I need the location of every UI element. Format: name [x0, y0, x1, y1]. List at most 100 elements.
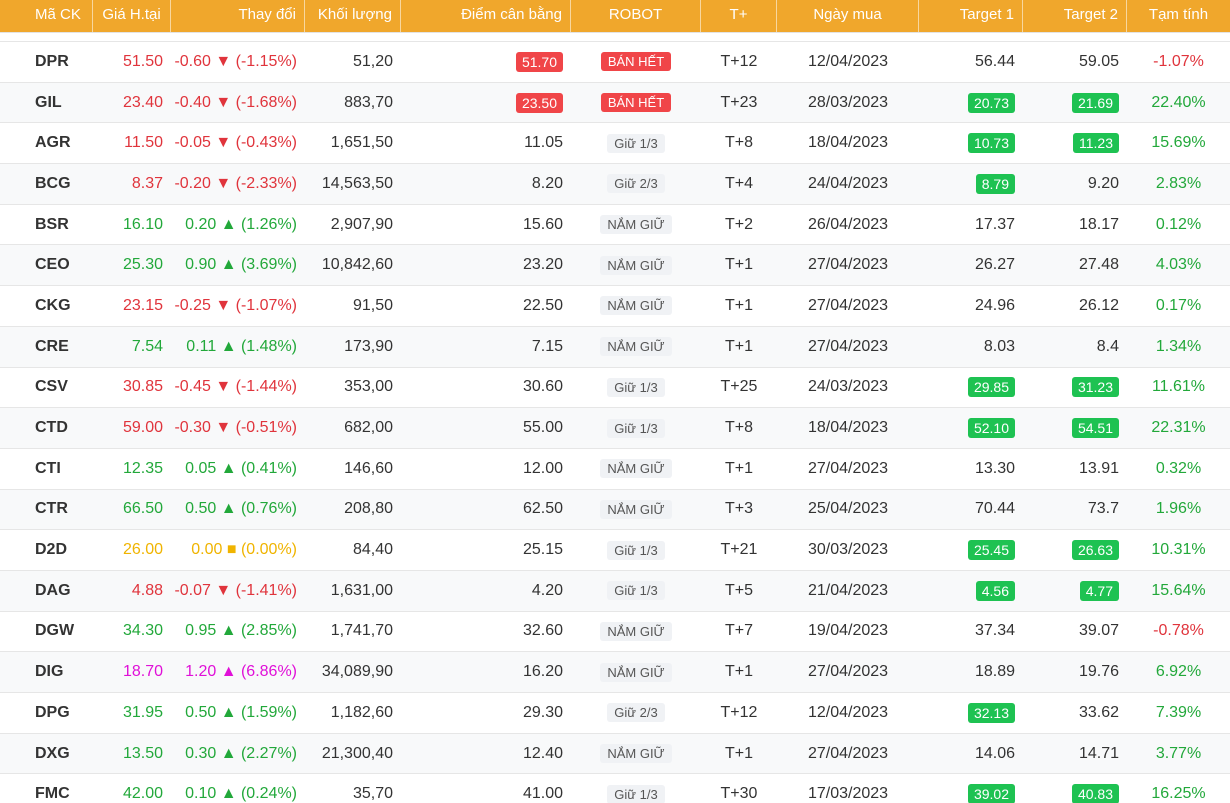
header-price[interactable]: Giá H.tại — [93, 0, 171, 32]
cell-target1: 37.34 — [974, 622, 1015, 640]
cell-temp: 1.34% — [1155, 337, 1202, 355]
cell-target1: 32.13 — [967, 702, 1015, 723]
cell-symbol[interactable]: FMC — [35, 785, 70, 803]
cell-tplus: T+25 — [720, 378, 758, 396]
cell-change: 0.10 ▲ (0.24%) — [185, 785, 297, 803]
header-target1[interactable]: Target 1 — [919, 0, 1023, 32]
table-row[interactable]: D2D 26.00 0.00 ■ (0.00%) 84,40 25.15 Giữ 1/3 T… — [0, 530, 1230, 571]
cell-symbol[interactable]: DPR — [35, 52, 69, 70]
cell-tplus: T+1 — [724, 256, 753, 274]
table-row[interactable]: BCG 8.37 -0.20 ▼ (-2.33%) 14,563,50 8.20 Giữ … — [0, 164, 1230, 205]
cell-volume: 14,563,50 — [321, 174, 393, 192]
cell-volume: 1,182,60 — [330, 703, 393, 721]
table-row[interactable]: FMC 42.00 0.10 ▲ (0.24%) 35,70 41.00 Giữ 1/3 T… — [0, 774, 1230, 803]
cell-target1: 52.10 — [967, 418, 1015, 439]
table-row[interactable]: DPR 51.50 -0.60 ▼ (-1.15%) 51,20 51.70 BÁN HẾ… — [0, 42, 1230, 83]
cell-temp: 15.69% — [1151, 134, 1206, 152]
table-row[interactable]: CEO 25.30 0.90 ▲ (3.69%) 10,842,60 23.20 NẮM … — [0, 245, 1230, 287]
robot-signal-badge: Giữ 2/3 — [607, 174, 665, 194]
table-row[interactable]: AGR 11.50 -0.05 ▼ (-0.43%) 1,651,50 11.05 Giữ… — [0, 123, 1230, 165]
header-buy-date[interactable]: Ngày mua — [777, 0, 919, 32]
robot-signal-badge: Giữ 1/3 — [607, 377, 665, 397]
cell-tplus: T+1 — [724, 744, 753, 762]
table-row[interactable]: CKG 23.15 -0.25 ▼ (-1.07%) 91,50 22.50 NẮM GI… — [0, 286, 1230, 327]
cell-symbol[interactable]: DPG — [35, 703, 70, 721]
header-temp[interactable]: Tạm tính — [1148, 6, 1209, 23]
robot-signal-badge: NẮM GIỮ — [600, 662, 672, 682]
table-row[interactable]: DAG 4.88 -0.07 ▼ (-1.41%) 1,631,00 4.20 Giữ 1… — [0, 570, 1230, 612]
cell-symbol[interactable]: DGW — [35, 622, 75, 640]
table-row[interactable]: CSV 30.85 -0.45 ▼ (-1.44%) 353,00 30.60 Giữ 1… — [0, 368, 1230, 409]
cell-change: 0.50 ▲ (1.59%) — [185, 703, 297, 721]
cell-tplus: T+30 — [720, 785, 758, 803]
cell-tplus: T+1 — [724, 459, 753, 477]
cell-balance: 11.05 — [524, 134, 563, 152]
cell-volume: 21,300,40 — [321, 744, 393, 762]
header-tplus[interactable]: T+ — [701, 0, 777, 32]
cell-symbol[interactable]: CSV — [35, 378, 68, 396]
cell-balance: 12.40 — [522, 744, 563, 762]
header-symbol[interactable]: Mã CK — [0, 0, 93, 32]
cell-price: 16.10 — [122, 215, 163, 233]
cell-symbol[interactable]: CKG — [35, 296, 71, 314]
cell-buy-date: 24/03/2023 — [807, 378, 889, 396]
table-row[interactable]: DIG 18.70 1.20 ▲ (6.86%) 34,089,90 16.20 NẮM … — [0, 652, 1230, 693]
cell-buy-date: 27/04/2023 — [807, 663, 889, 681]
cell-symbol[interactable]: DXG — [35, 744, 70, 762]
header-robot[interactable]: ROBOT — [571, 0, 701, 32]
cell-tplus: T+12 — [720, 52, 758, 70]
cell-balance: 32.60 — [522, 622, 563, 640]
cell-balance: 7.15 — [531, 337, 563, 355]
table-row[interactable]: DPG 31.95 0.50 ▲ (1.59%) 1,182,60 29.30 Giữ 2… — [0, 693, 1230, 734]
cell-tplus: T+23 — [720, 93, 758, 111]
cell-temp: 0.17% — [1155, 296, 1202, 314]
cell-symbol[interactable]: D2D — [35, 541, 68, 559]
table-row[interactable]: CRE 7.54 0.11 ▲ (1.48%) 173,90 7.15 NẮM GIỮ T+… — [0, 326, 1230, 368]
header-change[interactable]: Thay đổi — [171, 0, 305, 32]
header-volume[interactable]: Khối lượng — [305, 0, 401, 32]
cell-price: 66.50 — [122, 500, 163, 518]
cell-symbol[interactable]: CEO — [35, 256, 70, 274]
cell-symbol[interactable]: CRE — [35, 337, 69, 355]
cell-tplus: T+8 — [724, 419, 753, 437]
cell-symbol[interactable]: GIL — [35, 93, 62, 111]
cell-temp: 1.96% — [1155, 500, 1202, 518]
cell-symbol[interactable]: BSR — [35, 215, 69, 233]
cell-target1: 4.56 — [975, 580, 1015, 601]
table-row[interactable]: CTI 12.35 0.05 ▲ (0.41%) 146,60 12.00 NẮM GIỮ… — [0, 449, 1230, 490]
table-row[interactable]: DGW 34.30 0.95 ▲ (2.85%) 1,741,70 32.60 NẮM G… — [0, 612, 1230, 653]
robot-signal-badge: NẮM GIỮ — [600, 621, 672, 641]
header-balance[interactable]: Điểm cân bằng — [401, 0, 571, 32]
cell-target2: 40.83 — [1071, 784, 1119, 803]
table-row[interactable]: BSR 16.10 0.20 ▲ (1.26%) 2,907,90 15.60 NẮM G… — [0, 205, 1230, 246]
cell-balance: 16.20 — [522, 663, 563, 681]
cell-symbol[interactable]: DAG — [35, 581, 71, 599]
cell-change: -0.07 ▼ (-1.41%) — [174, 581, 297, 599]
robot-signal-badge: Giữ 1/3 — [607, 133, 665, 153]
cell-change: 0.90 ▲ (3.69%) — [185, 256, 297, 274]
cell-buy-date: 27/04/2023 — [807, 256, 889, 274]
table-row[interactable]: GIL 23.40 -0.40 ▼ (-1.68%) 883,70 23.50 BÁN H… — [0, 82, 1230, 124]
cell-target1: 17.37 — [974, 215, 1015, 233]
cell-symbol[interactable]: AGR — [35, 134, 71, 152]
cell-buy-date: 27/04/2023 — [807, 744, 889, 762]
robot-signal-badge: NẮM GIỮ — [600, 337, 672, 357]
header-target2[interactable]: Target 2 — [1023, 0, 1127, 32]
cell-target1: 25.45 — [967, 540, 1015, 561]
table-row[interactable]: CTR 66.50 0.50 ▲ (0.76%) 208,80 62.50 NẮM GIỮ… — [0, 489, 1230, 531]
table-row[interactable]: CTD 59.00 -0.30 ▼ (-0.51%) 682,00 55.00 Giữ 1… — [0, 408, 1230, 449]
cell-symbol[interactable]: CTI — [35, 459, 61, 477]
cell-buy-date: 18/04/2023 — [807, 134, 889, 152]
cell-symbol[interactable]: CTR — [35, 500, 68, 518]
cell-symbol[interactable]: BCG — [35, 174, 71, 192]
robot-signal-badge: Giữ 2/3 — [607, 703, 665, 723]
cell-target2: 9.20 — [1087, 174, 1119, 192]
table-row[interactable]: DXG 13.50 0.30 ▲ (2.27%) 21,300,40 12.40 NẮM … — [0, 733, 1230, 775]
cell-change: 0.05 ▲ (0.41%) — [185, 459, 297, 477]
cell-symbol[interactable]: CTD — [35, 419, 68, 437]
cell-price: 4.88 — [131, 581, 163, 599]
cell-symbol[interactable]: DIG — [35, 663, 64, 681]
cell-temp: 2.83% — [1155, 174, 1202, 192]
cell-target1: 29.85 — [967, 377, 1015, 398]
cell-buy-date: 18/04/2023 — [807, 419, 889, 437]
